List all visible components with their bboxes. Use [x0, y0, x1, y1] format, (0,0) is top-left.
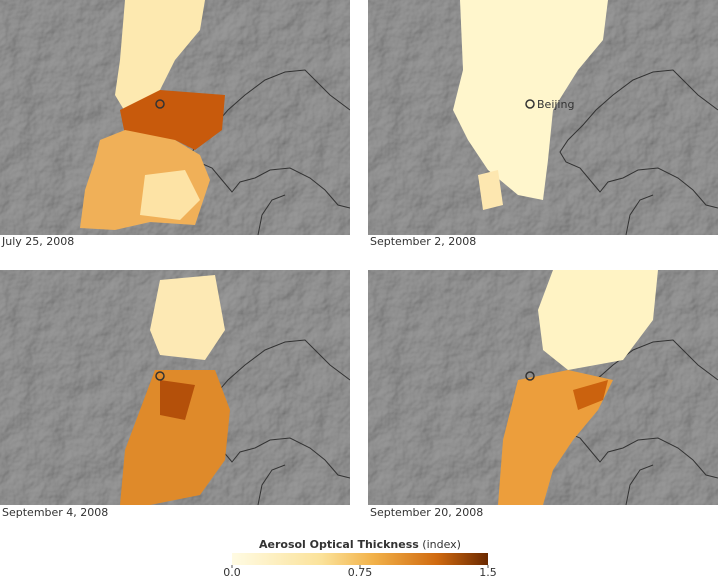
- legend-unit: (index): [422, 538, 461, 551]
- map-panel: [368, 270, 718, 505]
- legend-title-text: Aerosol Optical Thickness: [259, 538, 419, 551]
- color-bar: [232, 553, 488, 565]
- tick-label: 1.5: [479, 566, 497, 576]
- map-panel: [0, 270, 350, 505]
- panel-date: September 4, 2008: [2, 506, 108, 519]
- tick-label: 0.0: [223, 566, 241, 576]
- map-panel: Beijing: [368, 0, 718, 235]
- panel-date: September 2, 2008: [370, 235, 476, 248]
- panel-date: July 25, 2008: [1, 235, 74, 248]
- map-panel: [0, 0, 350, 235]
- panel-date: September 20, 2008: [370, 506, 483, 519]
- tick-label: 0.75: [348, 566, 373, 576]
- legend-title: Aerosol Optical Thickness (index): [259, 538, 461, 551]
- city-label: Beijing: [537, 98, 574, 111]
